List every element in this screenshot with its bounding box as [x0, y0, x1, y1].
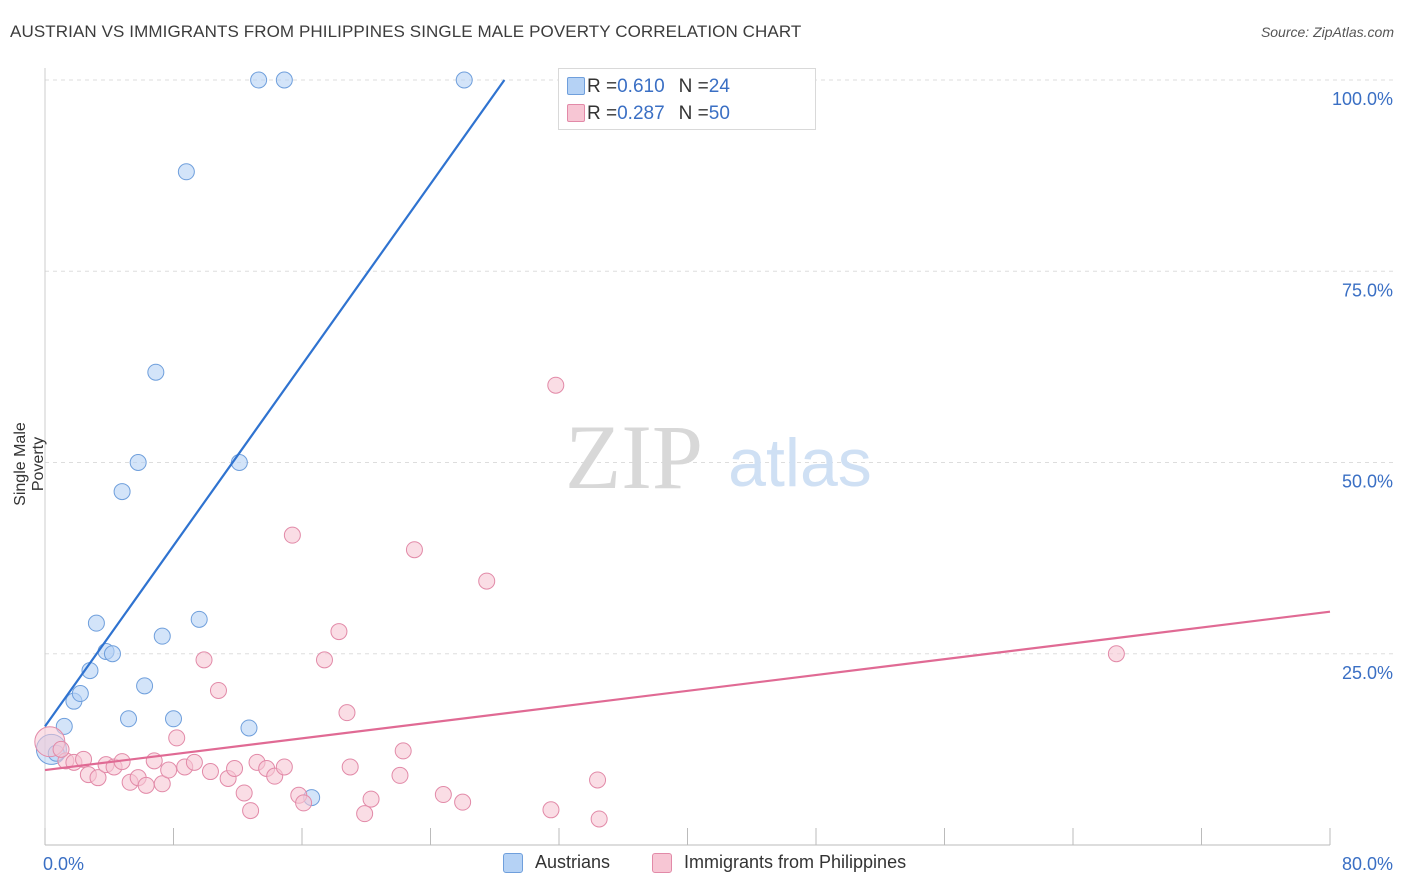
chart-title: AUSTRIAN VS IMMIGRANTS FROM PHILIPPINES … [10, 22, 802, 41]
axis-layer [44, 68, 1331, 846]
legend-n-value: 50 [708, 103, 730, 124]
y-tick-label: 75.0% [1342, 280, 1393, 300]
austrian-point [136, 677, 154, 695]
philippines-point [89, 769, 107, 787]
philippines-point [589, 771, 607, 789]
philippines-point [153, 775, 171, 793]
philippines-point [341, 758, 359, 776]
legend-n-value: 24 [708, 76, 730, 97]
legend-swatch-pink [567, 104, 585, 122]
trend-layer [44, 79, 1331, 772]
philippines-point [434, 786, 452, 804]
austrian-point [147, 363, 165, 381]
austrian-point [240, 719, 258, 737]
philippines-point [315, 651, 333, 669]
y-axis-label: Single Male Poverty [12, 422, 47, 506]
grid-layer [45, 79, 1395, 655]
philippines-point [52, 740, 70, 758]
philippines-point [75, 750, 93, 768]
philippines-point [209, 681, 227, 699]
austrian-point [103, 645, 121, 663]
points-layer [34, 71, 1125, 828]
philippines-point [478, 572, 496, 590]
philippines-point [391, 766, 409, 784]
philippines-point [137, 776, 155, 794]
watermark-zip: ZIP [565, 406, 703, 508]
philippines-point [295, 794, 313, 812]
austrian-point [250, 71, 268, 89]
legend-swatch-philippines [652, 852, 672, 873]
legend-r-value: 0.610 [617, 76, 665, 97]
x-tick-label: 0.0% [43, 854, 84, 874]
legend-r-label: R = [587, 103, 618, 124]
watermark: ZIP atlas [565, 406, 872, 508]
y-tick-label: 50.0% [1342, 472, 1393, 492]
legend-r-label: R = [587, 76, 618, 97]
correlation-legend: R = 0.610 N = 24 R = 0.287 N = 50 [558, 68, 816, 130]
series-legend: Austrians Immigrants from Philippines [0, 852, 1406, 878]
philippines-point [168, 729, 186, 747]
philippines-point [542, 801, 560, 819]
philippines-point [362, 790, 380, 808]
philippines-point [185, 753, 203, 771]
austrian-point [120, 710, 138, 728]
legend-row-austrians: R = 0.610 N = 24 [567, 75, 730, 99]
philippines-point [283, 526, 301, 544]
philippines-point [547, 376, 565, 394]
austrian-point [177, 163, 195, 181]
philippines-point [242, 802, 260, 820]
legend-n-label: N = [678, 76, 709, 97]
legend-label-philippines: Immigrants from Philippines [684, 852, 907, 872]
philippines-point [226, 760, 244, 777]
philippines-point [590, 810, 608, 828]
austrian-point [165, 710, 182, 728]
legend-item-austrians[interactable]: Austrians [503, 852, 610, 873]
austrian-point [87, 614, 105, 632]
austrian-point [129, 454, 147, 471]
y-tick-label: 100.0% [1332, 89, 1393, 109]
legend-item-philippines[interactable]: Immigrants from Philippines [652, 852, 906, 873]
philippines-point [201, 763, 219, 781]
tick-labels: 25.0% 50.0% 75.0% 100.0% 0.0% 80.0% [43, 89, 1393, 874]
watermark-atlas: atlas [728, 425, 872, 501]
philippines-point [394, 742, 412, 760]
philippines-point [1107, 645, 1125, 663]
austrian-point [190, 610, 208, 628]
legend-label-austrians: Austrians [535, 852, 611, 872]
austrian-point [113, 483, 131, 501]
philippines-point [454, 793, 472, 811]
philippines-trendline [44, 610, 1331, 772]
y-tick-label: 25.0% [1342, 663, 1393, 683]
austrian-point [455, 71, 473, 89]
philippines-point [195, 651, 213, 669]
austrian-point [153, 627, 171, 645]
source-label: Source: ZipAtlas.com [1260, 24, 1394, 40]
philippines-point [356, 805, 374, 823]
austrian-point [71, 685, 89, 703]
philippines-point [235, 784, 253, 802]
legend-swatch-austrians [503, 852, 523, 873]
legend-row-philippines: R = 0.287 N = 50 [567, 102, 730, 126]
philippines-point [330, 623, 348, 641]
philippines-point [405, 541, 423, 559]
x-tick-label: 80.0% [1342, 854, 1393, 874]
philippines-point [160, 761, 178, 779]
austrian-point [275, 71, 293, 89]
philippines-point [275, 758, 293, 776]
legend-r-value: 0.287 [617, 103, 665, 124]
legend-n-label: N = [678, 103, 709, 124]
austrian-trendline [44, 79, 506, 728]
philippines-point [338, 704, 356, 722]
legend-swatch-blue [567, 77, 585, 95]
